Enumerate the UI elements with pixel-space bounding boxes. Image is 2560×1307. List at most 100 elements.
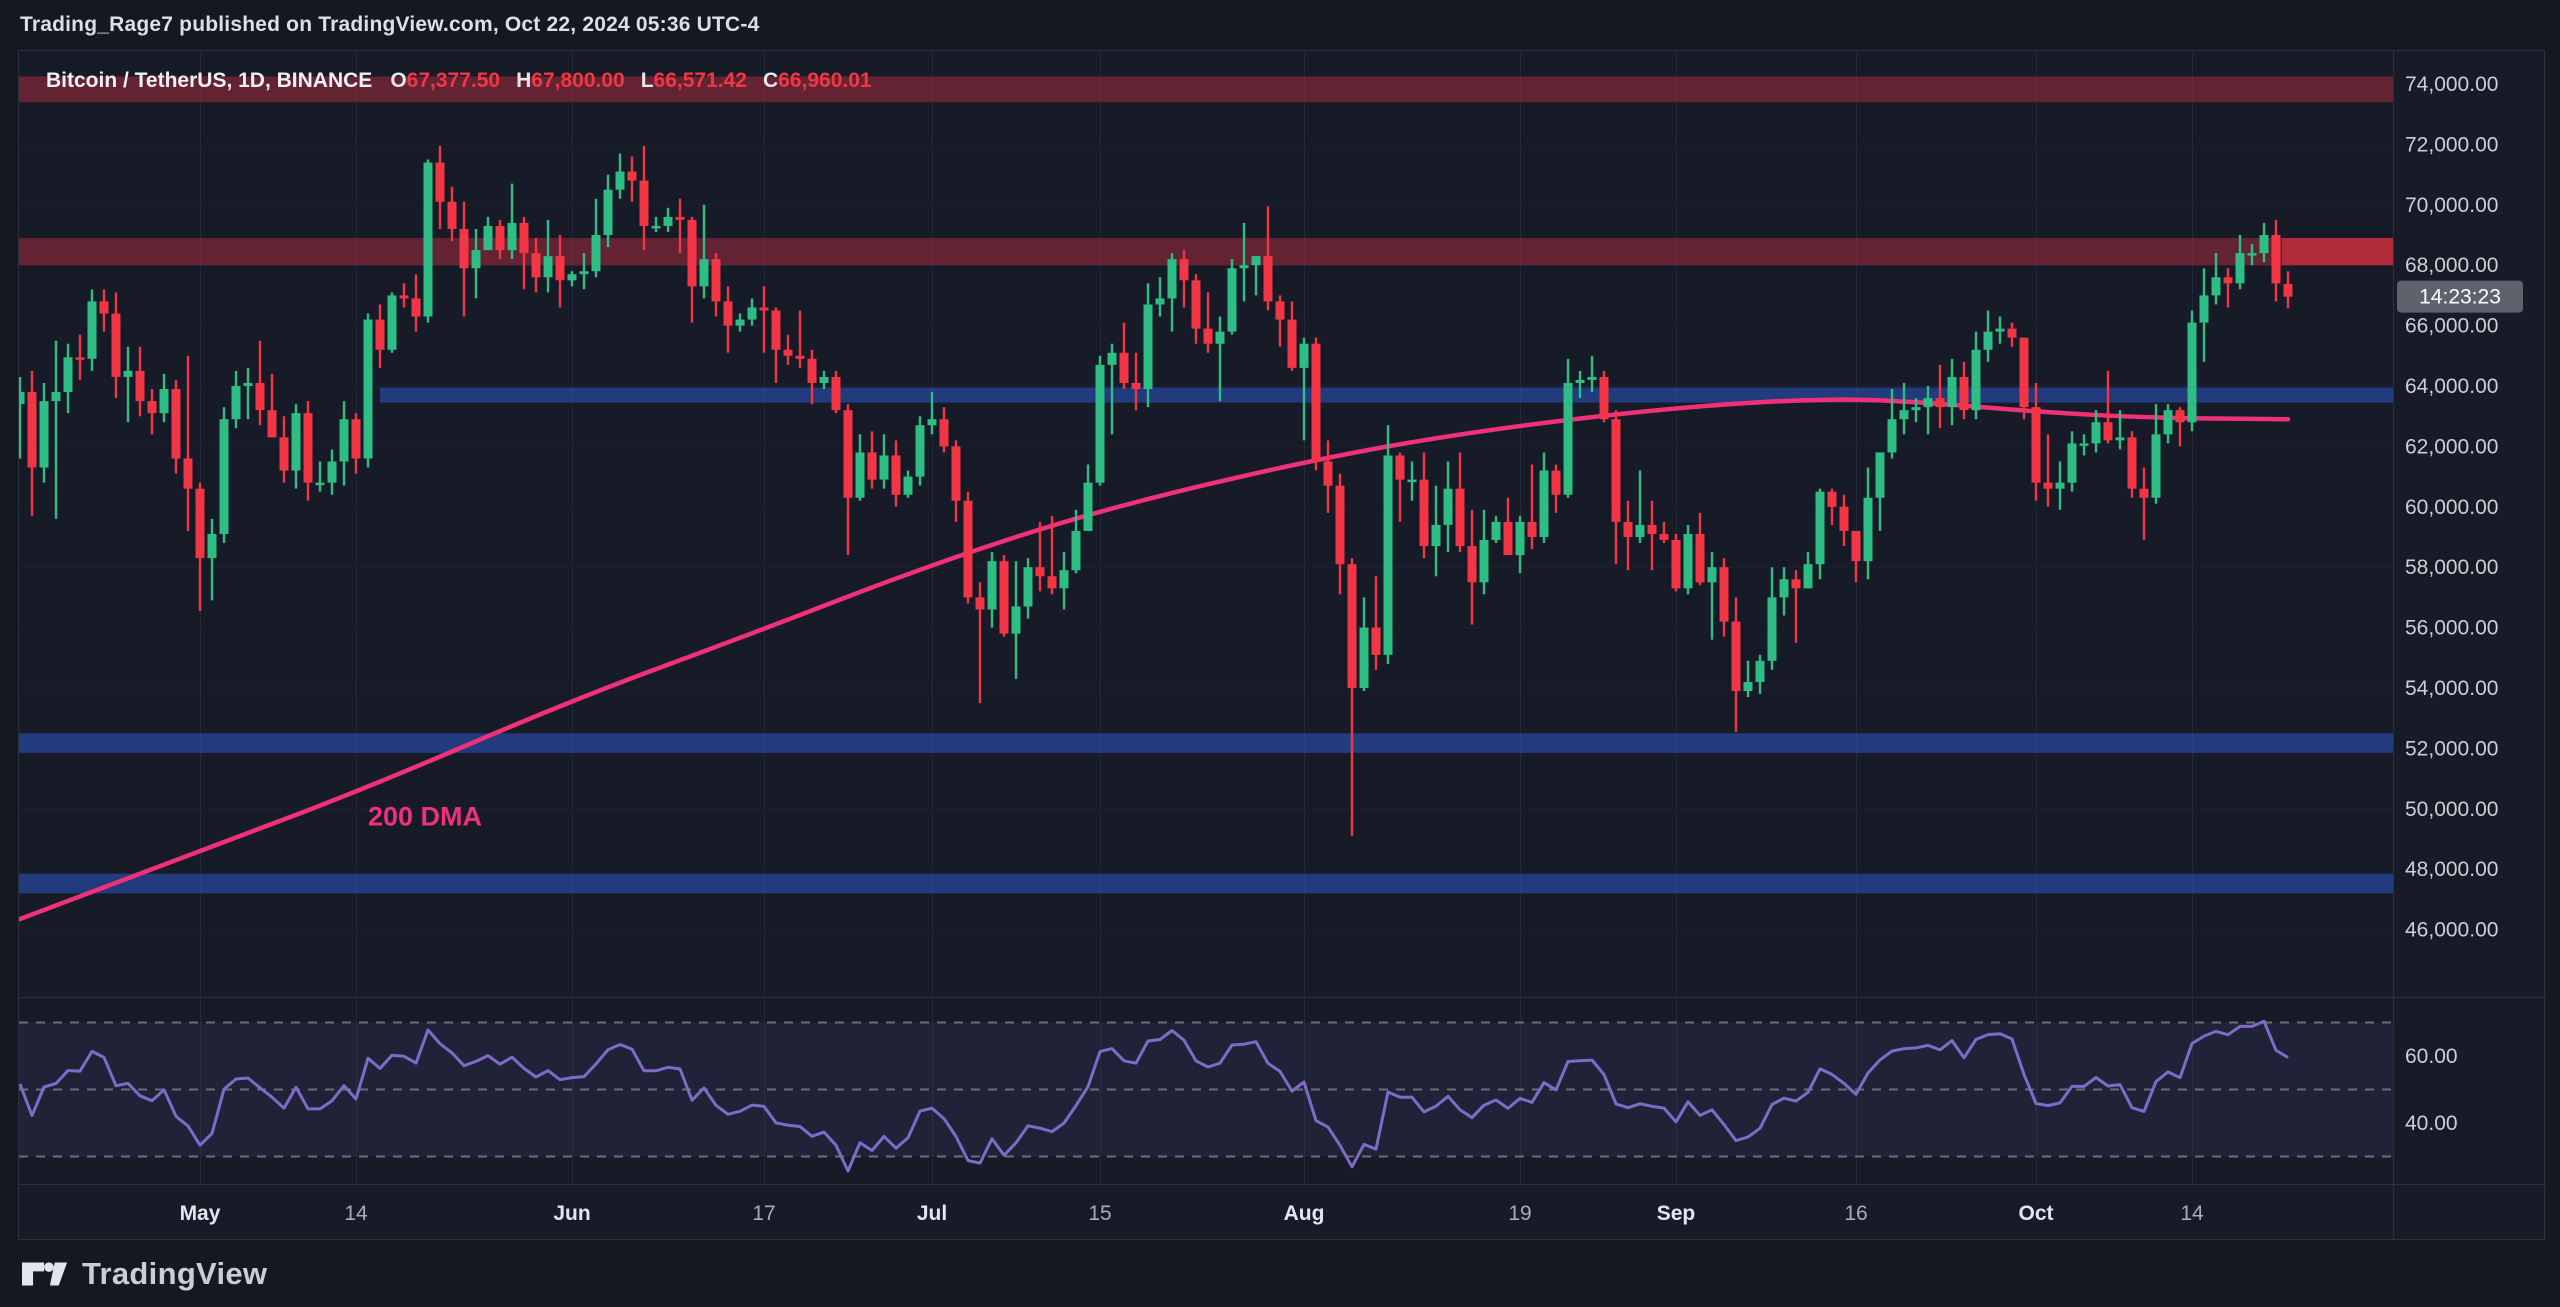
candle-up xyxy=(1155,298,1165,305)
candle-down xyxy=(1311,343,1321,462)
rsi-line xyxy=(19,1019,2289,1173)
candle-down xyxy=(147,401,157,414)
tradingview-logo[interactable] xyxy=(22,1256,68,1292)
candle-down xyxy=(519,222,529,254)
candle-up xyxy=(1971,349,1981,411)
candle-down xyxy=(27,392,37,468)
candle-down xyxy=(2031,407,2041,483)
attribution-bar: Trading_Rage7 published on TradingView.c… xyxy=(0,0,2560,50)
legend-open: O67,377.50 xyxy=(390,69,501,92)
candle-down xyxy=(1179,259,1189,281)
chart-canvas[interactable]: 46,000.00 48,000.00 50,000.00 52,000.00 54,0… xyxy=(18,50,2547,1242)
symbol-legend: Bitcoin / TetherUS, 1D, BINANCE O67,377.… xyxy=(46,66,888,96)
candle-up xyxy=(1911,407,1921,411)
support-zone xyxy=(19,873,2393,894)
candle-up xyxy=(1923,398,1933,408)
chart-frame: 46,000.00 48,000.00 50,000.00 52,000.00 54,0… xyxy=(18,50,2547,1242)
candlestick-series xyxy=(19,145,2293,836)
candle-up xyxy=(1491,521,1501,541)
candle-down xyxy=(867,452,877,480)
candle-down xyxy=(2127,437,2137,489)
candle-up xyxy=(1575,379,1585,383)
candle-up xyxy=(1407,479,1417,483)
candle-down xyxy=(435,162,445,202)
candle-down xyxy=(1551,470,1561,495)
price-axis-label: 46,000.00 xyxy=(2405,919,2498,942)
candle-down xyxy=(1263,256,1273,302)
candle-up xyxy=(1755,660,1765,682)
candle-down xyxy=(459,228,469,269)
candle-down xyxy=(1611,419,1621,522)
candle-up xyxy=(2235,253,2245,284)
price-axis-label: 74,000.00 xyxy=(2405,73,2498,96)
candle-down xyxy=(495,225,505,251)
candle-up xyxy=(1635,524,1645,537)
candle-up xyxy=(2067,443,2077,483)
price-axis-label: 54,000.00 xyxy=(2405,677,2498,700)
candle-up xyxy=(915,425,925,477)
candle-down xyxy=(999,561,1009,634)
candle-down xyxy=(2223,277,2233,284)
price-axis-label: 62,000.00 xyxy=(2405,435,2498,458)
footer-brand[interactable]: TradingView xyxy=(82,1255,268,1291)
candle-down xyxy=(171,389,181,459)
candle-up xyxy=(735,319,745,326)
candle-down xyxy=(2175,410,2185,423)
candle-up xyxy=(1071,530,1081,571)
candle-down xyxy=(1827,491,1837,507)
candle-up xyxy=(123,370,133,377)
candle-down xyxy=(1851,530,1861,562)
candle-up xyxy=(1383,455,1393,655)
price-axis-label: 66,000.00 xyxy=(2405,315,2498,338)
time-axis-label: Jul xyxy=(917,1202,947,1225)
legend-close: C66,960.01 xyxy=(762,69,872,92)
price-axis[interactable]: 46,000.00 48,000.00 50,000.00 52,000.00 54,0… xyxy=(2405,73,2498,1135)
ma-200-label: 200 DMA xyxy=(368,801,482,831)
candle-down xyxy=(1839,506,1849,531)
candle-up xyxy=(1707,567,1717,583)
candle-up xyxy=(879,455,889,480)
candle-up xyxy=(1011,606,1021,634)
candle-up xyxy=(243,382,253,386)
time-axis-label: Oct xyxy=(2018,1202,2053,1225)
candle-up xyxy=(219,419,229,534)
candle-up xyxy=(1587,376,1597,380)
candle-up xyxy=(1299,343,1309,368)
support-resistance-zones xyxy=(19,76,2393,894)
candle-up xyxy=(1803,564,1813,589)
candle-down xyxy=(1419,479,1429,547)
time-axis-label: 15 xyxy=(1088,1202,1111,1225)
candle-up xyxy=(927,419,937,426)
candle-up xyxy=(1887,419,1897,453)
candle-down xyxy=(627,171,637,181)
candle-up xyxy=(1683,533,1693,589)
price-axis-label: 72,000.00 xyxy=(2405,133,2498,156)
ma-200-line xyxy=(19,397,2291,922)
candle-up xyxy=(327,461,337,483)
candle-up xyxy=(423,162,433,317)
candle-up xyxy=(1947,376,1957,408)
candle-down xyxy=(963,500,973,598)
rsi-axis-label: 40.00 xyxy=(2405,1112,2458,1135)
time-axis-label: Aug xyxy=(1284,1202,1325,1225)
candle-down xyxy=(1935,398,1945,408)
time-axis[interactable]: May 14 Jun 17 Jul 15 Aug 19 Sep 16 Oct 14 xyxy=(180,1202,2204,1225)
candle-up xyxy=(2247,253,2257,256)
candle-down xyxy=(891,455,901,495)
candle-down xyxy=(1791,579,1801,589)
candle-down xyxy=(303,413,313,483)
candle-down xyxy=(1335,485,1345,565)
countdown-badge-text: 14:23:23 xyxy=(2419,286,2501,309)
candle-up xyxy=(1251,256,1261,266)
candle-down xyxy=(1395,455,1405,480)
candle-up xyxy=(1767,597,1777,661)
candle-down xyxy=(255,382,265,411)
candle-up xyxy=(2079,443,2089,446)
candle-down xyxy=(675,216,685,220)
candle-up xyxy=(471,250,481,269)
candle-up xyxy=(591,235,601,272)
support-zone xyxy=(380,387,2393,403)
candle-down xyxy=(531,253,541,278)
candle-up xyxy=(363,319,373,459)
candle-down xyxy=(2019,337,2029,408)
